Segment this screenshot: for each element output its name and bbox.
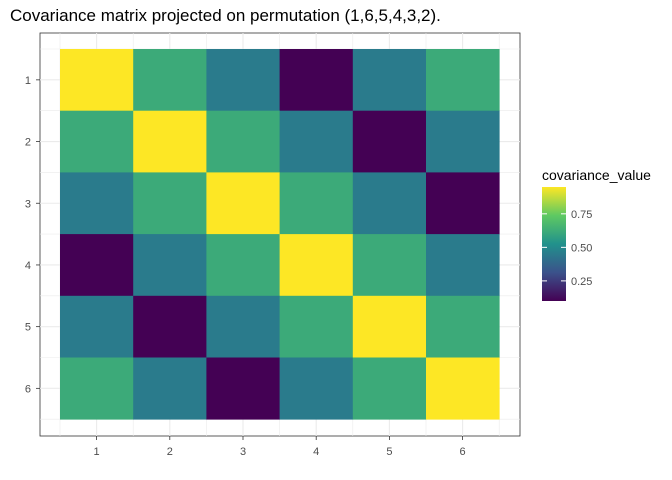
legend-colorbar bbox=[542, 187, 566, 301]
heatmap-cell-2-1 bbox=[60, 110, 134, 173]
x-tick-label: 6 bbox=[460, 446, 466, 458]
heatmap-cell-4-1 bbox=[60, 234, 134, 297]
heatmap-cell-2-4 bbox=[279, 110, 354, 173]
color-legend: covariance_value 0.25 0.50 0.75 bbox=[542, 167, 651, 301]
chart-title: Covariance matrix projected on permutati… bbox=[10, 6, 441, 25]
heatmap-cell-2-2 bbox=[133, 110, 207, 173]
heatmap-cell-3-5 bbox=[352, 172, 427, 235]
heatmap-cell-1-5 bbox=[352, 49, 427, 112]
heatmap-cell-6-3 bbox=[206, 357, 280, 420]
y-axis-ticks: 1 2 3 4 5 6 bbox=[25, 75, 40, 395]
heatmap-cell-5-6 bbox=[426, 295, 500, 358]
x-axis-ticks: 1 2 3 4 5 6 bbox=[94, 436, 466, 458]
heatmap-cell-5-1 bbox=[60, 295, 134, 358]
y-tick-label: 1 bbox=[25, 75, 31, 87]
legend-tick-label: 0.50 bbox=[571, 242, 592, 254]
heatmap-cell-4-3 bbox=[206, 234, 280, 297]
heatmap-cell-3-2 bbox=[133, 172, 207, 235]
y-tick-label: 2 bbox=[25, 137, 31, 149]
x-tick-label: 3 bbox=[240, 446, 246, 458]
legend-ticks: 0.25 0.50 0.75 bbox=[542, 209, 592, 288]
heatmap-cell-5-5 bbox=[352, 295, 427, 358]
y-tick-label: 3 bbox=[25, 198, 31, 210]
x-tick-label: 5 bbox=[386, 446, 392, 458]
heatmap-cell-4-2 bbox=[133, 234, 207, 297]
heatmap-cell-1-4 bbox=[279, 49, 354, 112]
heatmap-cell-5-4 bbox=[279, 295, 354, 358]
heatmap-cell-3-1 bbox=[60, 172, 134, 235]
heatmap-cell-6-2 bbox=[133, 357, 207, 420]
heatmap-cell-3-6 bbox=[426, 172, 500, 235]
x-tick-label: 1 bbox=[94, 446, 100, 458]
heatmap-cell-1-3 bbox=[206, 49, 280, 112]
legend-title: covariance_value bbox=[542, 167, 651, 183]
y-tick-label: 5 bbox=[25, 322, 31, 334]
heatmap-cell-4-4 bbox=[279, 234, 354, 297]
legend-tick-label: 0.25 bbox=[571, 276, 592, 288]
heatmap-cell-2-3 bbox=[206, 110, 280, 173]
y-tick-label: 6 bbox=[25, 383, 31, 395]
heatmap-cell-1-6 bbox=[426, 49, 500, 112]
heatmap-cell-6-1 bbox=[60, 357, 134, 420]
heatmap-cell-1-2 bbox=[133, 49, 207, 112]
heatmap-cell-4-6 bbox=[426, 234, 500, 297]
heatmap-cell-1-1 bbox=[60, 49, 134, 112]
heatmap-cell-6-4 bbox=[279, 357, 354, 420]
heatmap-cell-5-2 bbox=[133, 295, 207, 358]
x-tick-label: 2 bbox=[167, 446, 173, 458]
heatmap-cell-6-5 bbox=[352, 357, 427, 420]
heatmap-cell-2-6 bbox=[426, 110, 500, 173]
heatmap-cell-6-6 bbox=[426, 357, 500, 420]
heatmap-cell-4-5 bbox=[352, 234, 427, 297]
heatmap-cell-3-4 bbox=[279, 172, 354, 235]
heatmap-cells bbox=[60, 49, 500, 420]
y-tick-label: 4 bbox=[25, 260, 31, 272]
x-tick-label: 4 bbox=[313, 446, 319, 458]
heatmap-cell-2-5 bbox=[352, 110, 427, 173]
heatmap-cell-5-3 bbox=[206, 295, 280, 358]
heatmap-cell-3-3 bbox=[206, 172, 280, 235]
legend-tick-label: 0.75 bbox=[571, 209, 592, 221]
